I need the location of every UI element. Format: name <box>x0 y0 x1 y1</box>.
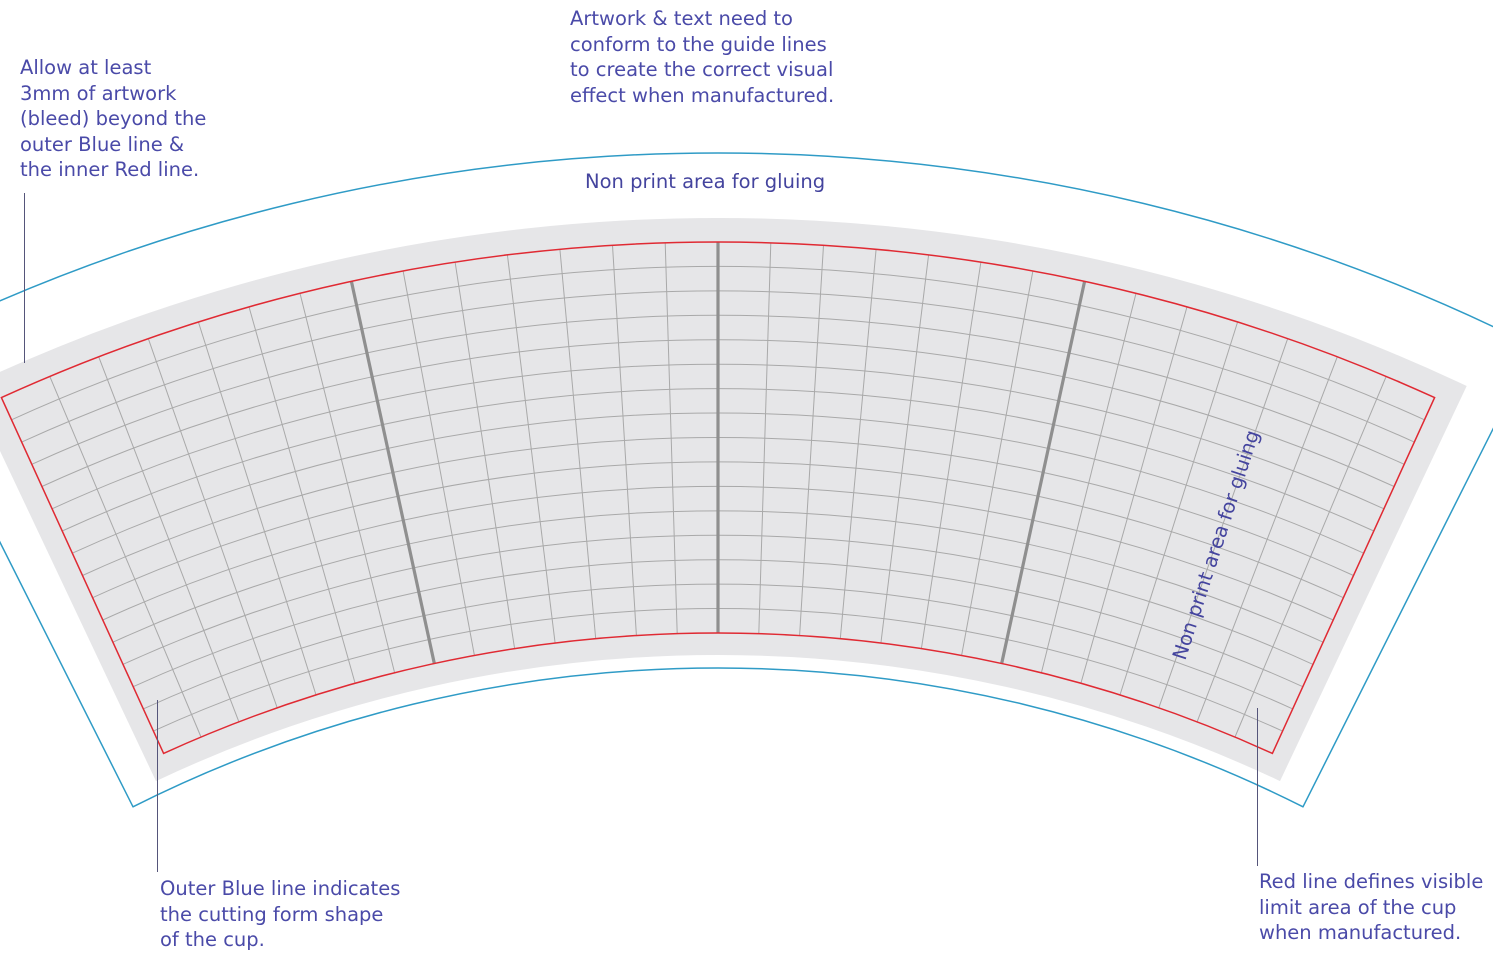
bleed-leader-line <box>24 193 26 363</box>
artwork-guide-note: Artwork & text need to conform to the gu… <box>570 7 835 107</box>
panel-dividers <box>349 242 1087 664</box>
cutting-form-note: Outer Blue line indicates the cutting fo… <box>160 877 401 951</box>
blue-cutting-line <box>0 152 1493 808</box>
red-line-note: Red line defines visible limit area of t… <box>1259 870 1484 944</box>
panel-divider-line <box>1000 280 1087 664</box>
cutting-form-leader-line <box>157 700 159 872</box>
bleed-band <box>0 218 1467 782</box>
red-line-leader-line <box>1257 708 1259 866</box>
bleed-note: Allow at least 3mm of artwork (bleed) be… <box>20 56 207 181</box>
top-gluing-area-label: Non print area for gluing <box>585 170 826 193</box>
panel-divider-line <box>349 280 436 664</box>
red-visible-limit-line <box>0 241 1436 755</box>
